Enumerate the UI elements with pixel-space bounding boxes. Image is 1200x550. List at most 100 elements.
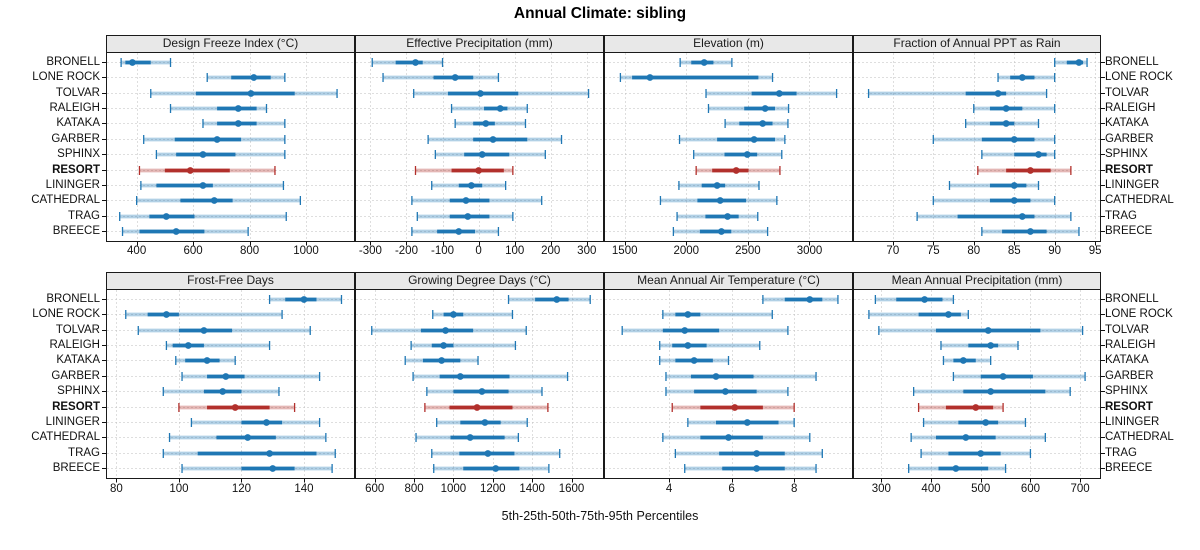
row-tick-left [102,314,106,315]
x-tick-label: 120 [231,483,252,495]
site-label-left-sphinx: SPHINX [57,148,100,160]
site-label-right-bronell: BRONELL [1105,56,1159,68]
row-tick-right [1101,139,1105,140]
percentile-row-resort [178,403,296,412]
percentile-row-lone-rock [382,73,500,82]
row-tick-left [102,170,106,171]
x-axis-ticks [893,241,1096,246]
percentile-row-lone-rock [868,310,969,319]
site-label-right-trag: TRAG [1105,447,1137,459]
percentile-row-sphinx [693,150,783,159]
percentile-row-resort [917,403,1004,412]
site-label-right-resort: RESORT [1105,401,1153,413]
x-tick-label: 80 [109,483,123,495]
x-tick-label: 2500 [735,245,761,257]
site-label-right-cathedral: CATHEDRAL [1105,431,1174,443]
strip-mean-annual-air-temperature: Mean Annual Air Temperature (°C) [604,272,853,290]
x-tick-label: 85 [1007,245,1021,257]
x-tick-label: 1000 [293,245,319,257]
row-tick-right [1101,468,1105,469]
strip-frost-free-days: Frost-Free Days [106,272,355,290]
percentile-row-bronell [762,295,839,304]
x-tick-label: 700 [1070,483,1090,495]
row-tick-left [102,154,106,155]
percentile-row-bronell [874,295,955,304]
percentile-row-garber [412,372,569,381]
percentile-row-trag [162,449,336,458]
site-label-left-raleigh: RALEIGH [49,339,101,351]
percentile-row-lininger [687,418,795,427]
site-label-right-garber: GARBER [1105,133,1154,145]
percentile-row-resort [671,403,795,412]
x-axis-ticks [881,478,1081,483]
panel-effective-precipitation [355,52,604,246]
strip-elevation: Elevation (m) [604,35,853,53]
percentile-row-raleigh [940,341,1019,350]
percentile-row-raleigh [450,104,528,113]
percentile-row-resort [695,166,781,175]
site-label-right-raleigh: RALEIGH [1105,339,1156,351]
strip-fraction-of-annual-ppt-as-rain: Fraction of Annual PPT as Rain [853,35,1101,53]
row-tick-left [102,407,106,408]
x-tick-label: 80 [967,245,981,257]
site-label-left-breece: BREECE [52,225,100,237]
row-tick-left [102,185,106,186]
panel-growing-degree-days [355,289,604,483]
x-tick-label: 600 [365,483,385,495]
percentile-row-resort [977,166,1072,175]
site-label-right-kataka: KATAKA [1105,354,1149,366]
row-tick-right [1101,154,1105,155]
percentile-row-kataka [942,356,992,365]
x-tick-label: 4 [665,483,673,495]
percentile-row-breece [411,227,500,236]
x-tick-label: 300 [871,483,891,495]
percentile-row-breece [181,464,333,473]
x-tick-label: 2000 [673,245,700,257]
row-tick-left [102,345,106,346]
x-axis-ticks [375,478,573,483]
x-tick-label: 600 [1020,483,1041,495]
x-tick-label: 100 [505,245,525,257]
site-label-right-lininger: LININGER [1105,179,1160,191]
row-tick-right [1101,345,1105,346]
percentile-row-lone-rock [997,73,1056,82]
row-tick-right [1101,360,1105,361]
percentile-row-trag [916,212,1072,221]
x-tick-label: -300 [358,245,382,257]
x-tick-label: 1500 [611,245,638,257]
site-label-left-lininger: LININGER [45,416,100,428]
x-axis-ticks [625,241,810,246]
site-label-left-kataka: KATAKA [56,354,100,366]
row-tick-left [102,200,106,201]
row-tick-right [1101,453,1105,454]
percentile-row-sphinx [426,387,543,396]
percentile-row-lone-rock [432,310,514,319]
percentile-row-breece [684,464,817,473]
percentile-row-tolvar [705,89,838,98]
row-tick-left [102,468,106,469]
x-tick-label: 400 [921,483,941,495]
percentile-row-raleigh [707,104,790,113]
row-tick-left [102,231,106,232]
x-tick-label: 70 [886,245,900,257]
strip-mean-annual-precipitation: Mean Annual Precipitation (mm) [853,272,1101,290]
x-tick-label: 90 [1048,245,1062,257]
row-tick-left [102,299,106,300]
percentile-row-lininger [922,418,1027,427]
percentile-row-tolvar [137,326,311,335]
percentile-row-lininger [436,418,528,427]
row-tick-right [1101,200,1105,201]
percentile-row-garber [427,135,563,144]
panel-fraction-of-annual-ppt-as-rain [853,52,1101,246]
percentile-row-garber [181,372,321,381]
site-label-left-bronell: BRONELL [46,56,100,68]
site-label-right-lone-rock: LONE ROCK [1105,71,1173,83]
percentile-row-breece [908,464,1007,473]
percentile-row-sphinx [434,150,546,159]
gridlines [854,53,1100,241]
panel-mean-annual-air-temperature [604,289,853,483]
x-tick-label: 1000 [440,483,467,495]
row-tick-left [102,376,106,377]
site-label-right-kataka: KATAKA [1105,117,1149,129]
row-tick-right [1101,299,1105,300]
